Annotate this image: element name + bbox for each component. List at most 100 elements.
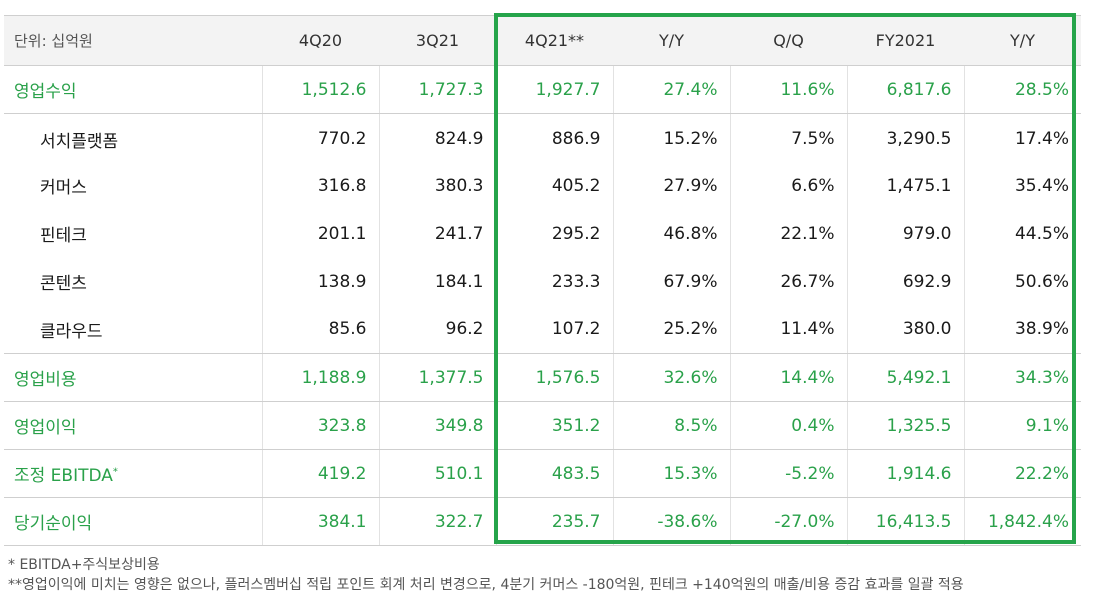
table-cell: 96.2 — [379, 305, 497, 354]
table-cell: 1,927.7 — [496, 65, 614, 114]
table-row: 핀테크 201.1 241.7 295.2 46.8% 22.1% 979.0 44.5% — [4, 209, 1081, 258]
table-cell: 979.0 — [847, 209, 965, 258]
table-cell: 316.8 — [262, 161, 380, 210]
table-row: 영업이익 323.8 349.8 351.2 8.5% 0.4% 1,325.5 9.1% — [4, 401, 1081, 450]
table-cell: 384.1 — [262, 497, 380, 546]
table-cell: 1,914.6 — [847, 449, 965, 498]
table-row: 영업수익 1,512.6 1,727.3 1,927.7 27.4% 11.6% 6,817… — [4, 65, 1081, 114]
table-cell: 22.1% — [730, 209, 848, 258]
table-cell: 419.2 — [262, 449, 380, 498]
row-label: 영업비용 — [4, 353, 263, 402]
col-header: 4Q20 — [262, 15, 379, 66]
table-cell: 1,377.5 — [379, 353, 497, 402]
footnote-marker: * — [112, 466, 118, 478]
row-label-text: 당기순이익 — [14, 514, 93, 534]
table-cell: 7.5% — [730, 113, 848, 162]
table-cell: 1,325.5 — [847, 401, 965, 450]
footnotes: * EBITDA+주식보상비용 **영업이익에 미치는 영향은 없으나, 플러스… — [8, 555, 964, 595]
table-cell: 1,576.5 — [496, 353, 614, 402]
row-label-text: 조정 EBITDA — [14, 466, 113, 486]
table-cell: 67.9% — [613, 257, 731, 306]
col-header: Y/Y — [964, 15, 1081, 66]
col-header: 4Q21** — [496, 15, 613, 66]
table-cell: 27.9% — [613, 161, 731, 210]
table-row: 클라우드 85.6 96.2 107.2 25.2% 11.4% 380.0 38.9% — [4, 305, 1081, 354]
row-label: 핀테크 — [4, 209, 263, 258]
table-cell: 44.5% — [1014, 223, 1069, 244]
unit-label: 단위: 십억원 — [4, 15, 262, 66]
table-row: 영업비용 1,188.9 1,377.5 1,576.5 32.6% 14.4% 5,492… — [4, 353, 1081, 402]
table-cell: 27.4% — [613, 65, 731, 114]
table-cell: 28.5% — [964, 65, 1081, 114]
col-header: 3Q21 — [379, 15, 496, 66]
table-cell: 235.7 — [496, 497, 614, 546]
table-cell: 50.6% — [1014, 271, 1069, 292]
table-cell: 184.1 — [379, 257, 497, 306]
row-label-text: 영업이익 — [14, 418, 77, 438]
table-cell: 380.3 — [379, 161, 497, 210]
col-header: Q/Q — [730, 15, 847, 66]
table-cell: 11.6% — [730, 65, 848, 114]
row-label-text: 핀테크 — [40, 226, 87, 246]
row-label: 영업이익 — [4, 401, 263, 450]
footnote: * EBITDA+주식보상비용 — [8, 557, 160, 573]
row-label: 콘텐츠 — [4, 257, 263, 306]
table-cell: 770.2 — [262, 113, 380, 162]
table-cell: 38.9% — [964, 305, 1081, 354]
table-cell: 295.2 — [496, 209, 614, 258]
row-label: 서치플랫폼 — [4, 113, 263, 162]
col-header: FY2021 — [847, 15, 964, 66]
table-cell: 11.4% — [730, 305, 848, 354]
table-row: 조정 EBITDA* 419.2 510.1 483.5 15.3% -5.2% 1,914… — [4, 449, 1081, 498]
table-cell: 351.2 — [496, 401, 614, 450]
table-cell: 1,188.9 — [262, 353, 380, 402]
table-cell: 14.4% — [730, 353, 848, 402]
table-cell: 26.7% — [730, 257, 848, 306]
table-cell: 34.3% — [964, 353, 1081, 402]
table-cell: 322.7 — [379, 497, 497, 546]
table-cell: 692.9 — [847, 257, 965, 306]
table-cell: 3,290.5 — [847, 113, 965, 162]
table-cell: 46.8% — [613, 209, 731, 258]
table-cell: 323.8 — [262, 401, 380, 450]
footnote: **영업이익에 미치는 영향은 없으나, 플러스멤버십 적립 포인트 회계 처리… — [8, 577, 964, 593]
row-label-text: 클라우드 — [40, 321, 103, 342]
table-row: 커머스 316.8 380.3 405.2 27.9% 6.6% 1,475.1 35.4% — [4, 161, 1081, 210]
financial-table: 단위: 십억원 4Q20 3Q21 4Q21** Y/Y Q/Q FY2021 … — [4, 15, 1081, 546]
table-cell: 85.6 — [262, 305, 380, 354]
col-header: Y/Y — [613, 15, 730, 66]
table-cell: 0.4% — [730, 401, 848, 450]
row-label: 영업수익 — [4, 65, 263, 114]
row-label: 조정 EBITDA* — [4, 449, 263, 498]
table-cell: 241.7 — [379, 209, 497, 258]
table-cell: 886.9 — [496, 113, 614, 162]
table-cell: 22.2% — [964, 449, 1081, 498]
table-header: 단위: 십억원 4Q20 3Q21 4Q21** Y/Y Q/Q FY2021 … — [4, 15, 1081, 66]
table-cell: -27.0% — [730, 497, 848, 546]
table-cell: 510.1 — [379, 449, 497, 498]
table-cell: 1,475.1 — [847, 161, 965, 210]
table-row: 콘텐츠 138.9 184.1 233.3 67.9% 26.7% 692.9 50.6% — [4, 257, 1081, 306]
row-label-text: 커머스 — [40, 178, 87, 198]
table-cell: 1,842.4% — [964, 497, 1081, 546]
table-cell: 15.3% — [613, 449, 731, 498]
table-cell: 6.6% — [730, 161, 848, 210]
table-cell: 405.2 — [496, 161, 614, 210]
row-label: 클라우드 — [4, 305, 263, 354]
table-cell: -5.2% — [730, 449, 848, 498]
table-row: 서치플랫폼 770.2 824.9 886.9 15.2% 7.5% 3,290.5 17.4… — [4, 113, 1081, 162]
table-cell: 25.2% — [613, 305, 731, 354]
table-cell: 138.9 — [262, 257, 380, 306]
table-cell: 349.8 — [379, 401, 497, 450]
table-cell: 1,512.6 — [262, 65, 380, 114]
table-cell: 233.3 — [496, 257, 614, 306]
table-body: 영업수익 1,512.6 1,727.3 1,927.7 27.4% 11.6% 6,817… — [4, 65, 1081, 546]
table-cell: -38.6% — [613, 497, 731, 546]
table-cell: 6,817.6 — [847, 65, 965, 114]
row-label-text: 콘텐츠 — [40, 274, 87, 294]
table-cell: 824.9 — [379, 113, 497, 162]
table-cell: 8.5% — [613, 401, 731, 450]
table-cell: 483.5 — [496, 449, 614, 498]
table-cell: 15.2% — [613, 113, 731, 162]
table-cell: 1,727.3 — [379, 65, 497, 114]
